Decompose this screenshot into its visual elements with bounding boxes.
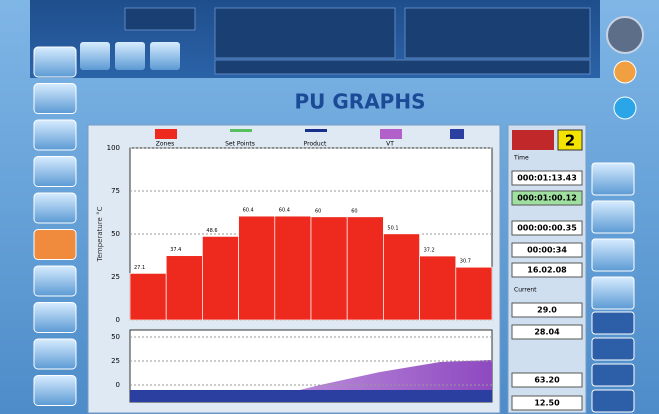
zone-label: 37.4 — [170, 247, 181, 253]
action-button[interactable] — [591, 238, 635, 272]
y-tick-label: 25 — [111, 357, 120, 365]
legend-swatch — [305, 129, 327, 132]
help-button[interactable] — [613, 96, 637, 120]
zone-label: 30.7 — [460, 259, 471, 265]
zone-bar — [346, 216, 384, 321]
tool-button[interactable] — [150, 42, 180, 70]
time-field — [511, 220, 583, 236]
time-field — [511, 170, 583, 186]
reading-field — [511, 302, 583, 318]
tool-button[interactable] — [115, 42, 145, 70]
reading-field — [511, 372, 583, 388]
action-button[interactable] — [591, 337, 635, 361]
y-axis-label: Temperature °C — [96, 206, 104, 262]
legend-label: Product — [304, 141, 327, 148]
time-field — [511, 262, 583, 278]
nav-button[interactable] — [33, 338, 77, 370]
zone-bar — [383, 233, 420, 321]
zone-label: 50.1 — [387, 225, 398, 231]
header-box — [124, 7, 196, 31]
nav-button[interactable] — [33, 119, 77, 151]
nav-button[interactable] — [33, 375, 77, 406]
y-tick-label: 50 — [111, 230, 120, 238]
page-title: PU GRAPHS — [295, 90, 426, 114]
y-tick-label: 100 — [107, 144, 120, 152]
time-label: Time — [513, 155, 529, 162]
action-button[interactable] — [591, 389, 635, 413]
y-tick-label: 0 — [116, 381, 120, 389]
zone-bar — [274, 215, 312, 321]
nav-button[interactable] — [33, 302, 77, 333]
zone-bar — [419, 255, 457, 321]
zone-bar — [455, 266, 493, 321]
zone-bar — [165, 255, 203, 321]
header-box — [214, 59, 591, 75]
reading-field — [511, 324, 583, 340]
reading-field — [511, 395, 583, 411]
time-value: 00:00:34 — [527, 246, 567, 255]
reading-value: 28.04 — [534, 328, 560, 337]
legend-swatch — [230, 129, 252, 132]
nav-button[interactable] — [33, 192, 77, 224]
zone-label: 48.6 — [206, 228, 217, 234]
counter-box — [557, 129, 583, 151]
legend-swatch — [450, 129, 464, 139]
time-value: 000:00:00.35 — [517, 224, 577, 233]
legend-label: Zones — [156, 141, 174, 148]
y-tick-label: 50 — [111, 333, 120, 341]
power-button[interactable] — [606, 16, 644, 54]
nav-button[interactable] — [33, 229, 77, 260]
nav-button[interactable] — [33, 265, 77, 297]
zone-icon — [512, 130, 554, 150]
nav-button[interactable] — [33, 156, 77, 187]
y-tick-label: 25 — [111, 273, 120, 281]
zone-label: 37.2 — [424, 248, 435, 254]
product-band — [130, 390, 492, 402]
action-button[interactable] — [591, 200, 635, 234]
current-label: Current — [514, 287, 537, 294]
reading-value: 63.20 — [534, 376, 560, 385]
action-button[interactable] — [591, 311, 635, 335]
zone-bar — [310, 216, 348, 321]
counter: 2 — [565, 132, 575, 150]
zone-label: 60 — [351, 208, 357, 214]
time-value: 000:01:00.12 — [517, 194, 577, 203]
zone-bar — [129, 273, 167, 321]
time-value: 000:01:13.43 — [517, 174, 577, 183]
y-tick-label: 0 — [116, 316, 120, 324]
y-tick-label: 75 — [111, 187, 120, 195]
zone-label: 27.1 — [134, 265, 145, 271]
zone-bar — [238, 215, 276, 321]
zone-label: 60 — [315, 208, 321, 214]
time-field — [511, 190, 583, 206]
legend-swatch — [380, 129, 402, 139]
zone-bar — [202, 236, 239, 321]
tool-button[interactable] — [80, 42, 110, 70]
action-button[interactable] — [591, 276, 635, 310]
time-field — [511, 242, 583, 258]
zone-label: 60.4 — [243, 208, 254, 214]
time-value: 16.02.08 — [527, 266, 567, 275]
legend-label: Set Points — [225, 141, 255, 148]
nav-button[interactable] — [33, 46, 77, 78]
reading-value: 29.0 — [537, 306, 557, 315]
action-button[interactable] — [591, 162, 635, 196]
nav-button[interactable] — [33, 83, 77, 114]
header-box — [214, 7, 396, 59]
legend-label: VT — [386, 141, 394, 148]
action-button[interactable] — [591, 363, 635, 387]
zone-label: 60.4 — [279, 208, 290, 214]
legend-swatch — [155, 129, 177, 139]
status-lamp — [613, 60, 637, 84]
reading-value: 12.50 — [534, 399, 560, 408]
header-box — [404, 7, 591, 59]
